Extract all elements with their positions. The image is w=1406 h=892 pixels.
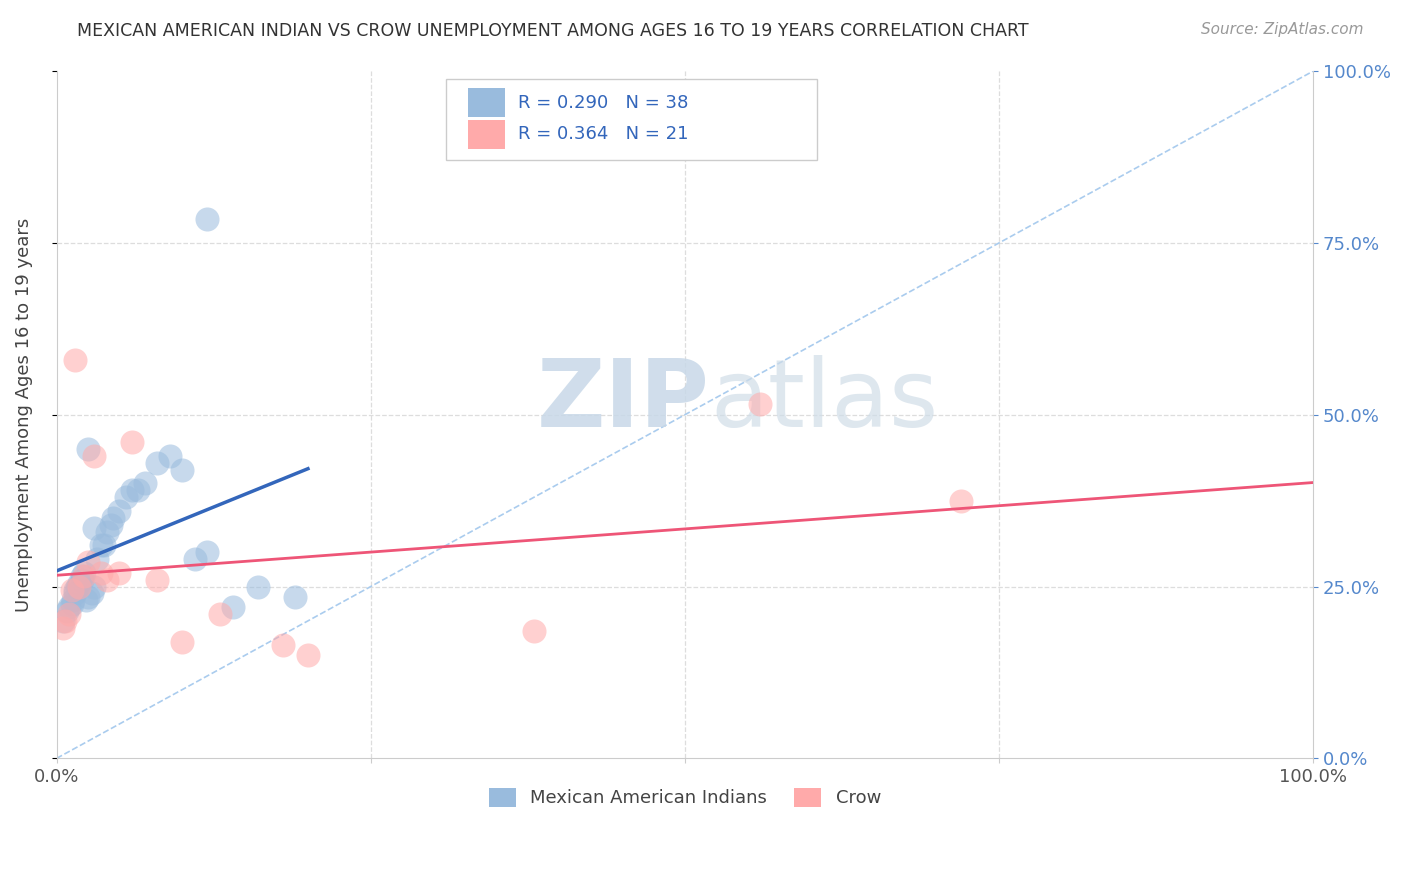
- Point: [101, 510, 124, 524]
- Point: [67, 580, 90, 594]
- Point: [83, 449, 105, 463]
- Bar: [468, 88, 505, 117]
- Point: [83, 521, 105, 535]
- Point: [90, 538, 112, 552]
- Point: [55, 614, 77, 628]
- Point: [221, 600, 243, 615]
- Bar: [468, 120, 505, 149]
- Point: [246, 580, 269, 594]
- Point: [65, 352, 87, 367]
- Point: [172, 463, 194, 477]
- Point: [134, 476, 156, 491]
- Point: [108, 504, 131, 518]
- FancyBboxPatch shape: [446, 79, 817, 161]
- Text: Source: ZipAtlas.com: Source: ZipAtlas.com: [1201, 22, 1364, 37]
- Point: [65, 582, 87, 597]
- Point: [523, 624, 546, 639]
- Point: [77, 556, 100, 570]
- Point: [159, 449, 181, 463]
- Point: [75, 593, 97, 607]
- Point: [70, 569, 93, 583]
- Point: [77, 590, 100, 604]
- Point: [208, 607, 231, 621]
- Point: [90, 566, 112, 580]
- Point: [65, 586, 87, 600]
- Point: [284, 590, 307, 604]
- Point: [62, 593, 84, 607]
- Text: ZIP: ZIP: [537, 355, 710, 447]
- Point: [83, 580, 105, 594]
- Text: R = 0.364   N = 21: R = 0.364 N = 21: [517, 125, 689, 144]
- Point: [73, 566, 96, 580]
- Point: [114, 490, 136, 504]
- Point: [52, 621, 75, 635]
- Point: [93, 538, 115, 552]
- Point: [121, 435, 143, 450]
- Point: [197, 211, 219, 226]
- Point: [67, 576, 90, 591]
- Point: [297, 648, 319, 663]
- Point: [86, 552, 108, 566]
- Point: [60, 582, 83, 597]
- Point: [271, 638, 294, 652]
- Point: [172, 634, 194, 648]
- Point: [108, 566, 131, 580]
- Point: [66, 580, 89, 594]
- Point: [70, 573, 93, 587]
- Point: [60, 597, 83, 611]
- Point: [121, 483, 143, 498]
- Point: [73, 569, 96, 583]
- Point: [80, 586, 103, 600]
- Point: [55, 603, 77, 617]
- Point: [52, 614, 75, 628]
- Y-axis label: Unemployment Among Ages 16 to 19 years: Unemployment Among Ages 16 to 19 years: [15, 218, 32, 612]
- Point: [197, 545, 219, 559]
- Point: [950, 493, 973, 508]
- Legend: Mexican American Indians, Crow: Mexican American Indians, Crow: [481, 780, 889, 814]
- Point: [749, 397, 772, 411]
- Point: [127, 483, 149, 498]
- Point: [58, 607, 80, 621]
- Point: [184, 552, 207, 566]
- Point: [146, 573, 169, 587]
- Text: atlas: atlas: [710, 355, 938, 447]
- Text: MEXICAN AMERICAN INDIAN VS CROW UNEMPLOYMENT AMONG AGES 16 TO 19 YEARS CORRELATI: MEXICAN AMERICAN INDIAN VS CROW UNEMPLOY…: [77, 22, 1029, 40]
- Point: [77, 442, 100, 456]
- Point: [146, 456, 169, 470]
- Text: R = 0.290   N = 38: R = 0.290 N = 38: [517, 94, 688, 112]
- Point: [96, 573, 118, 587]
- Point: [96, 524, 118, 539]
- Point: [58, 600, 80, 615]
- Point: [100, 517, 122, 532]
